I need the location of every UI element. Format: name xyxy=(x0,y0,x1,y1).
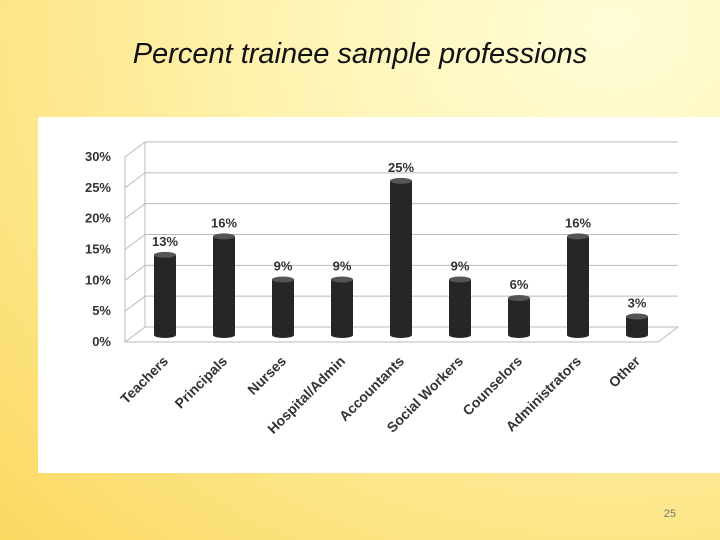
y-tick-label: 15% xyxy=(85,242,111,257)
page-number: 25 xyxy=(663,508,676,520)
y-tick-label: 25% xyxy=(85,180,111,195)
data-label: 25% xyxy=(388,160,414,175)
grid-line xyxy=(124,172,678,189)
chart-area xyxy=(38,117,720,473)
data-label: 6% xyxy=(510,277,529,292)
y-tick-label: 0% xyxy=(92,334,111,349)
grid-line xyxy=(124,234,678,250)
bar xyxy=(213,233,235,338)
bar xyxy=(567,233,589,338)
grid-line xyxy=(124,203,678,220)
bar xyxy=(390,177,412,338)
bar xyxy=(449,276,471,338)
y-tick-label: 5% xyxy=(92,303,111,318)
data-label: 9% xyxy=(274,259,293,274)
data-label: 13% xyxy=(152,234,178,249)
data-label: 16% xyxy=(565,215,591,230)
grid-line xyxy=(124,295,678,312)
data-label: 16% xyxy=(211,215,237,230)
y-tick-label: 20% xyxy=(85,211,111,226)
y-tick-label: 10% xyxy=(85,272,111,287)
data-label: 9% xyxy=(451,259,470,274)
bar xyxy=(154,251,176,338)
data-label: 9% xyxy=(333,259,352,274)
bar xyxy=(626,313,648,338)
bar xyxy=(331,276,353,338)
bar xyxy=(272,276,294,338)
grid-line xyxy=(124,141,678,158)
slide-title: Percent trainee sample professions xyxy=(132,38,588,70)
bar xyxy=(508,295,530,338)
data-label: 3% xyxy=(628,296,647,311)
grid-line xyxy=(124,264,678,281)
y-tick-label: 30% xyxy=(85,149,111,164)
